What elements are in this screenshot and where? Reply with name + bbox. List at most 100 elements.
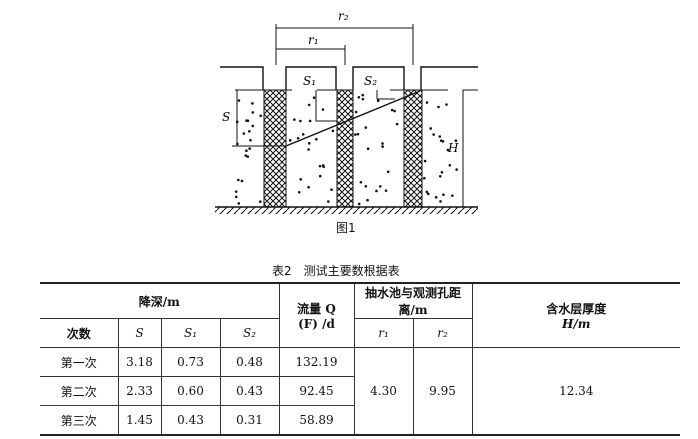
label-s1: S₁	[303, 74, 316, 88]
soil-dot	[437, 105, 440, 109]
header-flow: 流量 Q (F) /d	[278, 282, 355, 348]
soil-dot	[330, 188, 333, 191]
label-r1: r₁	[308, 33, 319, 47]
soil-dot	[361, 97, 365, 101]
cell-q: 132.19	[278, 347, 355, 377]
label-s2: S₂	[364, 74, 377, 88]
row-label: 第二次	[40, 376, 119, 406]
cell-r1: 4.30	[353, 347, 414, 436]
soil-dot	[327, 200, 330, 203]
header-distance: 抽水池与观测孔距离/m	[353, 282, 473, 319]
soil-dot	[445, 103, 448, 106]
soil-dot	[331, 129, 335, 133]
header-r2: r₂	[412, 318, 472, 348]
soil-dot	[361, 93, 365, 97]
soil-dot	[354, 110, 358, 114]
soil-dot	[307, 148, 310, 151]
soil-dot	[251, 124, 255, 128]
header-s2: S₂	[219, 318, 280, 348]
header-count: 次数	[40, 318, 119, 348]
soil-dot	[321, 164, 325, 167]
figure-caption: 图1	[336, 221, 356, 235]
soil-dot	[395, 122, 399, 126]
ground-hatch	[215, 207, 478, 214]
header-aquifer: 含水层厚度 H/m	[471, 282, 680, 348]
soil-dot	[376, 99, 380, 103]
soil-dot	[366, 147, 370, 151]
soil-dot	[381, 142, 384, 145]
cell-q: 58.89	[278, 405, 354, 436]
soil-dot	[455, 168, 458, 171]
cell-s1: 0.43	[160, 405, 221, 436]
soil-dot	[299, 178, 303, 181]
row-label: 第三次	[40, 405, 119, 436]
well-casing-3	[403, 89, 423, 208]
soil-dot	[451, 194, 454, 197]
soil-dot	[299, 119, 302, 123]
cell-s2: 0.48	[219, 347, 280, 377]
soil-dot	[390, 108, 394, 112]
soil-dot	[446, 148, 450, 152]
soil-dot	[359, 180, 363, 184]
soil-dot	[354, 133, 357, 136]
label-h: H	[447, 141, 459, 155]
header-drawdown: 降深/m	[40, 282, 280, 319]
well-casing-2	[336, 89, 354, 208]
soil-dot	[242, 132, 246, 135]
label-s: S	[222, 110, 230, 124]
ground-surface	[220, 66, 478, 90]
soil-dot	[356, 132, 360, 136]
table-row: 第二次 2.33 0.60 0.43 92.45	[40, 376, 680, 406]
soil-dot	[297, 190, 301, 194]
soil-dot	[386, 170, 390, 174]
soil-dot	[364, 126, 368, 129]
test-data-table: 降深/m 流量 Q (F) /d 抽水池与观测孔距离/m 含水层厚度 H/m 次数 …	[40, 282, 680, 436]
cell-s: 3.18	[117, 347, 162, 377]
row-label: 第一次	[40, 347, 119, 377]
soil-dot	[258, 200, 262, 203]
soil-dot	[296, 136, 300, 140]
well-diagram: r₂ r₁ S S₁ S₂ H	[215, 9, 478, 214]
soil-dot	[378, 185, 382, 188]
table-row: 第三次 1.45 0.43 0.31 58.89	[40, 405, 680, 436]
soil-dot	[438, 135, 442, 138]
soil-dot	[434, 196, 438, 199]
soil-dot	[425, 190, 429, 194]
soil-dot	[357, 96, 361, 99]
soil-dot	[381, 145, 384, 148]
soil-dot	[237, 202, 241, 205]
soil-dot	[293, 118, 296, 121]
soil-dot	[251, 102, 254, 105]
soil-dot	[318, 164, 322, 168]
soil-dot	[423, 176, 426, 180]
header-s: S	[117, 318, 162, 348]
table-row: 第一次 3.18 0.73 0.48 132.19 4.30 9.95 12.3…	[40, 347, 680, 436]
well-casing-1	[263, 89, 287, 208]
soil-dot	[440, 171, 444, 174]
soil-dot	[301, 133, 305, 136]
dimension-s1	[315, 90, 337, 122]
soil-dot	[439, 200, 442, 203]
soil-dot	[249, 138, 252, 142]
soil-dot	[364, 185, 368, 188]
dimension-r2	[275, 24, 414, 65]
header-s1: S₁	[160, 318, 221, 348]
soil-dot	[454, 139, 458, 143]
soil-dot	[237, 99, 241, 102]
soil-dot	[245, 149, 248, 153]
soil-dot	[425, 101, 429, 104]
soil-dot	[318, 174, 322, 178]
cell-r2: 9.95	[412, 347, 473, 436]
cell-h: 12.34	[471, 347, 680, 436]
dimension-s2	[376, 90, 395, 100]
soil-dot	[237, 178, 240, 182]
soil-dot	[307, 185, 310, 189]
cell-s2: 0.31	[219, 405, 280, 436]
soil-dot	[307, 103, 311, 107]
cell-s: 2.33	[117, 376, 162, 406]
soil-dot	[432, 133, 435, 136]
soil-dot	[245, 119, 248, 122]
cell-q: 92.45	[278, 376, 354, 406]
label-r2: r₂	[338, 9, 349, 23]
soil-dot	[248, 130, 251, 133]
